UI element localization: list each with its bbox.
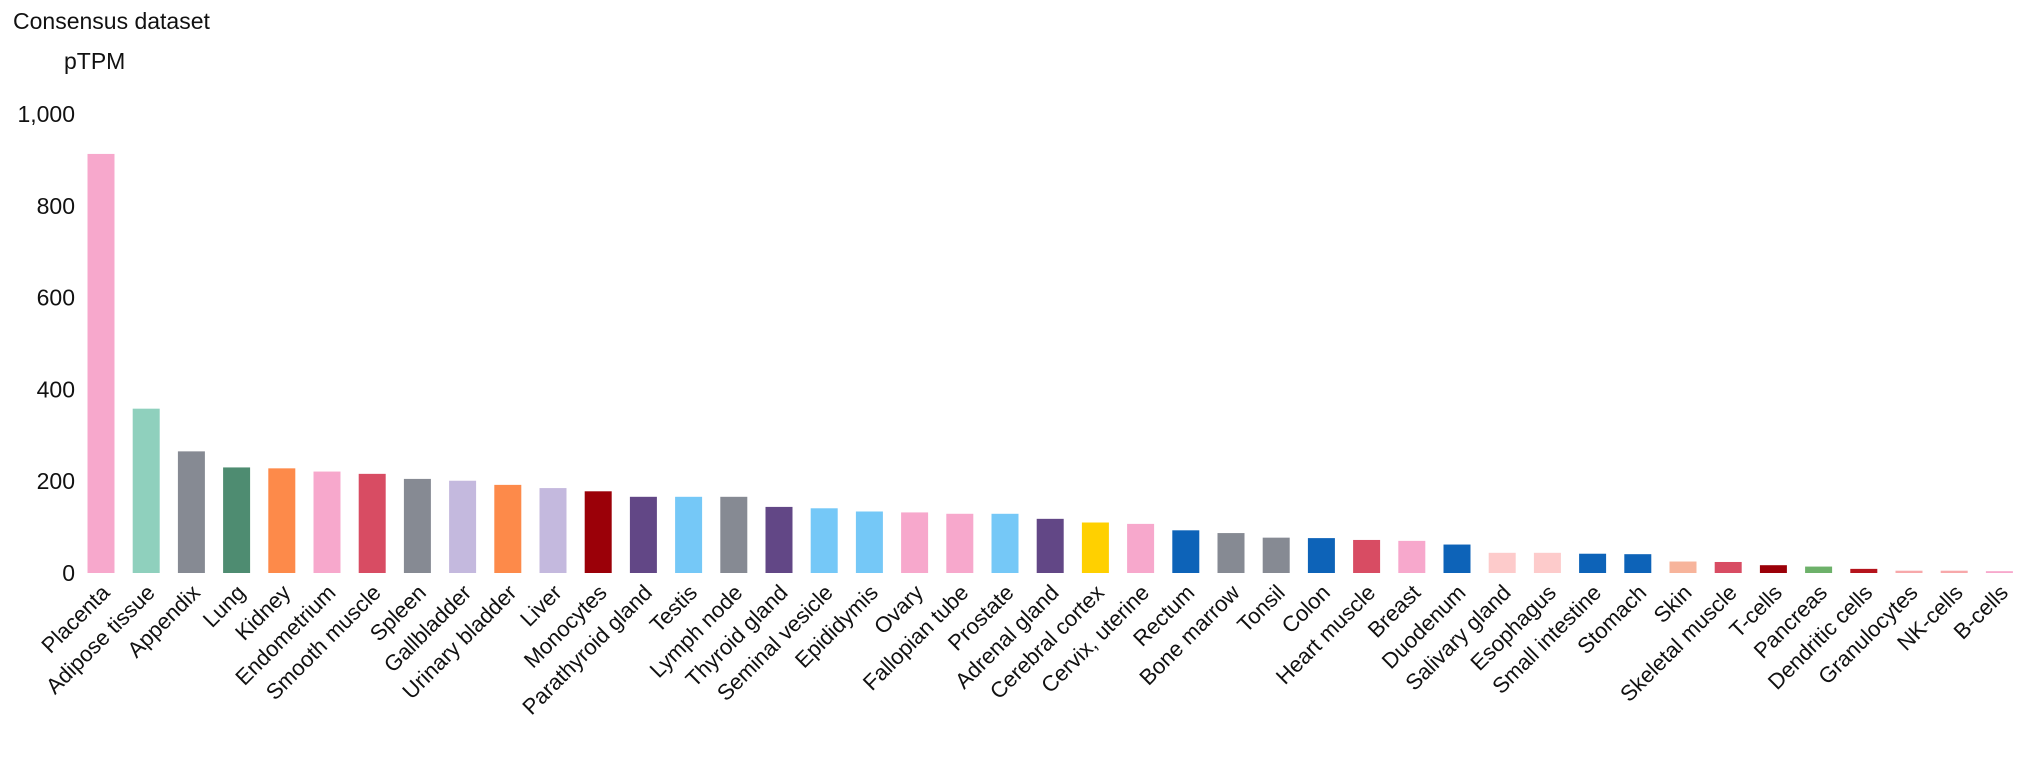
chart-title: Consensus dataset [13, 8, 210, 34]
bar [358, 473, 386, 573]
bar [1443, 544, 1471, 573]
bar [539, 488, 567, 573]
bar [1127, 523, 1155, 573]
bar [1669, 561, 1697, 573]
bar [946, 513, 974, 573]
bar [403, 478, 431, 573]
bar [177, 451, 205, 573]
bar [1805, 566, 1833, 573]
y-tick-label: 200 [37, 468, 75, 494]
bar [268, 468, 296, 573]
bar [1533, 552, 1561, 573]
bar [1624, 554, 1652, 573]
bar [1488, 552, 1516, 573]
bar [223, 467, 251, 573]
bar [1262, 537, 1290, 573]
x-tick-label: Tonsil [1232, 580, 1289, 637]
bar [991, 513, 1019, 573]
bar [1850, 568, 1878, 573]
bar [584, 491, 612, 573]
bar [720, 496, 748, 573]
bar [87, 153, 115, 574]
bar [313, 471, 341, 573]
bar [629, 496, 657, 573]
bar [132, 408, 160, 573]
bar [855, 511, 883, 573]
y-axis: 0 200 400 600 800 1,000 [17, 101, 75, 586]
bar [1714, 561, 1742, 573]
bar [675, 496, 703, 573]
bar [1036, 518, 1064, 573]
y-tick-label: 1,000 [17, 101, 75, 127]
y-tick-label: 0 [62, 560, 75, 586]
bar [1172, 530, 1200, 573]
y-tick-label: 600 [37, 285, 75, 311]
bars [87, 153, 2013, 574]
bar [810, 508, 838, 573]
bar [1217, 533, 1245, 573]
bar [765, 506, 793, 573]
bar [1985, 571, 2013, 573]
bar [449, 480, 477, 573]
bar [901, 512, 929, 573]
bar [1940, 570, 1968, 573]
bar [1353, 539, 1381, 573]
y-axis-unit-label: pTPM [64, 48, 126, 74]
bar [494, 484, 522, 573]
bar [1081, 522, 1109, 573]
bar [1759, 565, 1787, 573]
bar [1398, 540, 1426, 573]
y-tick-label: 800 [37, 193, 75, 219]
bar [1895, 570, 1923, 573]
bar [1579, 553, 1607, 573]
bar [1307, 538, 1335, 573]
y-tick-label: 400 [37, 376, 75, 402]
